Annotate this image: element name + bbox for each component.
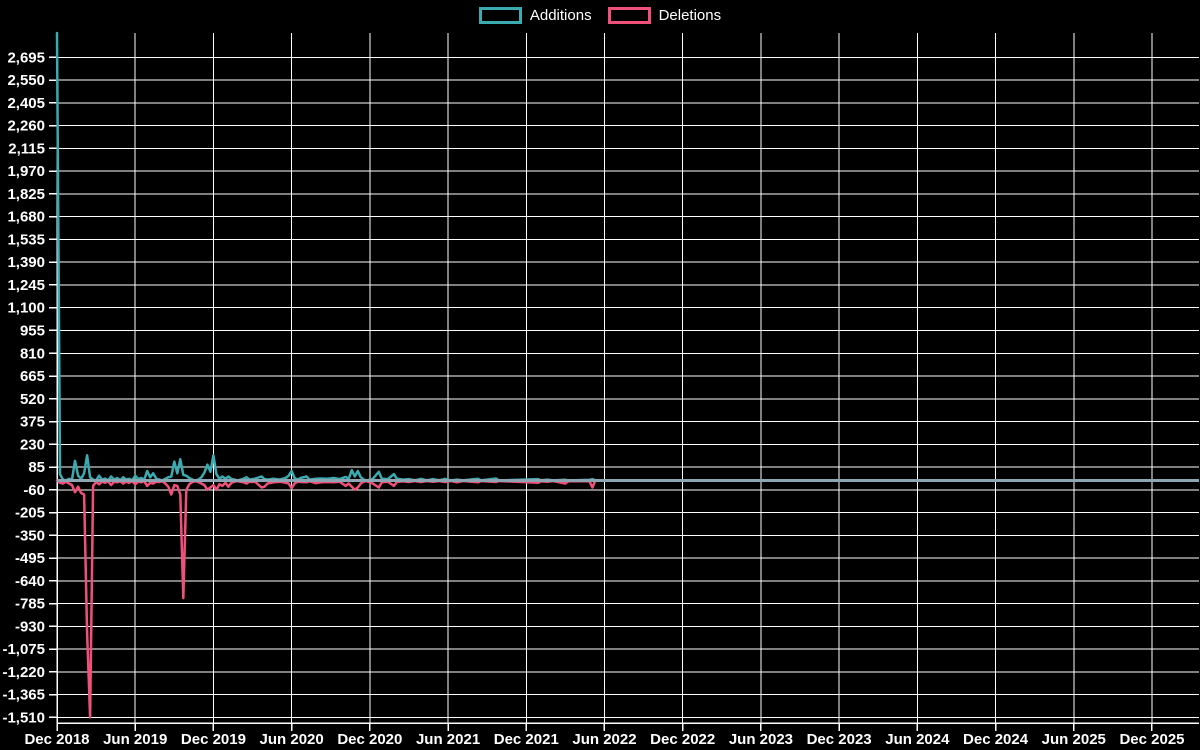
y-tick-label: -785 <box>15 596 45 613</box>
x-tick-label: Jun 2022 <box>572 731 636 748</box>
y-tick-label: -640 <box>15 573 45 590</box>
x-tick-label: Dec 2020 <box>337 731 402 748</box>
additions-legend-label: Additions <box>529 7 592 24</box>
y-tick-label: 2,550 <box>7 72 45 89</box>
x-tick-label: Dec 2019 <box>181 731 246 748</box>
y-tick-label: 2,695 <box>7 49 45 66</box>
y-tick-label: 2,405 <box>7 95 45 112</box>
y-tick-label: 375 <box>20 414 45 431</box>
y-tick-label: -1,365 <box>2 687 45 704</box>
y-tick-label: 520 <box>20 391 45 408</box>
y-tick-label: 810 <box>20 345 45 362</box>
y-tick-label: -930 <box>15 618 45 635</box>
additions-swatch-icon <box>478 7 522 24</box>
legend-item-deletions[interactable]: Deletions <box>607 7 722 24</box>
x-tick-label: Jun 2021 <box>416 731 480 748</box>
legend: Additions Deletions <box>0 7 1200 24</box>
x-tick-label: Dec 2021 <box>494 731 559 748</box>
deletions-legend-label: Deletions <box>658 7 722 24</box>
y-tick-label: 2,115 <box>8 140 45 157</box>
y-tick-label: 230 <box>20 436 45 453</box>
y-tick-label: 1,245 <box>7 277 45 294</box>
y-tick-label: 2,260 <box>7 118 45 135</box>
additions-line <box>55 31 597 482</box>
x-tick-label: Jun 2025 <box>1042 731 1106 748</box>
x-tick-label: Jun 2024 <box>885 731 950 748</box>
y-tick-label: -1,075 <box>2 641 45 658</box>
y-tick-label: -205 <box>15 505 45 522</box>
y-tick-label: -60 <box>23 482 45 499</box>
y-tick-label: 1,970 <box>7 163 45 180</box>
y-tick-label: 1,825 <box>7 186 45 203</box>
deletions-swatch-icon <box>607 7 651 24</box>
y-tick-label: 955 <box>20 322 45 339</box>
y-tick-label: 1,390 <box>7 254 45 271</box>
legend-item-additions[interactable]: Additions <box>478 7 592 24</box>
x-tick-label: Jun 2023 <box>729 731 793 748</box>
y-tick-label: 85 <box>28 459 45 476</box>
y-tick-label: -1,220 <box>2 664 45 681</box>
y-tick-label: 1,680 <box>7 209 45 226</box>
y-tick-label: 665 <box>20 368 45 385</box>
y-tick-label: 1,100 <box>7 300 45 317</box>
x-tick-label: Dec 2018 <box>24 731 89 748</box>
deletions-line <box>55 479 597 719</box>
y-tick-label: -1,510 <box>2 709 45 726</box>
x-tick-label: Jun 2019 <box>103 731 167 748</box>
y-tick-label: -350 <box>15 527 45 544</box>
x-tick-label: Dec 2022 <box>650 731 715 748</box>
x-tick-label: Jun 2020 <box>260 731 324 748</box>
x-tick-label: Dec 2024 <box>963 731 1029 748</box>
y-tick-label: -495 <box>15 550 45 567</box>
x-tick-label: Dec 2025 <box>1119 731 1184 748</box>
y-tick-label: 1,535 <box>7 231 45 248</box>
x-tick-label: Dec 2023 <box>807 731 872 748</box>
